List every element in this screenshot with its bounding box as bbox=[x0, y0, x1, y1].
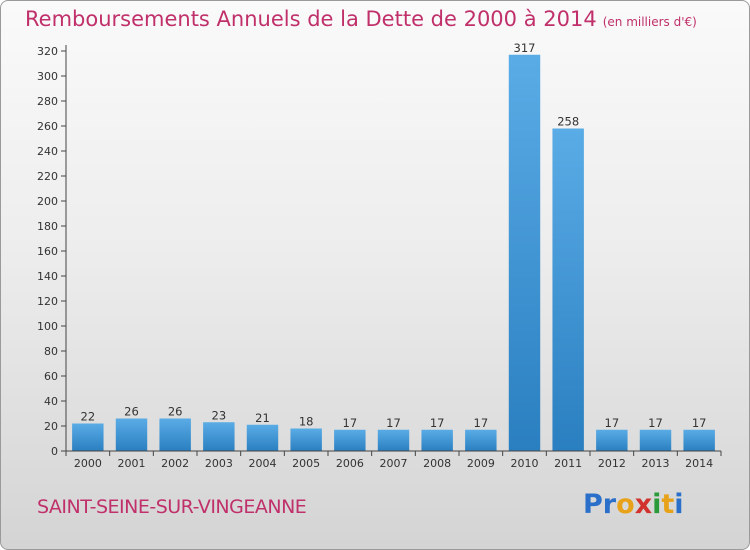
bar-value-label: 17 bbox=[386, 416, 401, 430]
logo-letter: o bbox=[616, 489, 635, 520]
bar bbox=[334, 429, 366, 451]
bar bbox=[552, 128, 584, 451]
bar bbox=[72, 423, 104, 451]
y-tick-label: 120 bbox=[37, 295, 58, 308]
bar bbox=[465, 429, 497, 451]
bar bbox=[639, 429, 672, 451]
x-tick-label: 2006 bbox=[336, 457, 364, 470]
x-tick-label: 2012 bbox=[598, 457, 626, 470]
bar-value-label: 17 bbox=[648, 416, 663, 430]
bar bbox=[115, 418, 148, 451]
bar-value-label: 26 bbox=[124, 405, 139, 419]
logo-letter: i bbox=[674, 489, 684, 520]
bar-value-label: 258 bbox=[557, 115, 579, 129]
x-tick-label: 2011 bbox=[554, 457, 582, 470]
bar bbox=[421, 429, 453, 451]
y-tick-label: 320 bbox=[37, 45, 58, 58]
y-tick-label: 300 bbox=[37, 70, 58, 83]
bar-value-label: 17 bbox=[605, 416, 620, 430]
y-tick-label: 220 bbox=[37, 170, 58, 183]
city-name: SAINT-SEINE-SUR-VINGEANNE bbox=[37, 496, 307, 518]
bar-value-label: 22 bbox=[81, 410, 96, 424]
bar bbox=[159, 418, 191, 451]
bar-value-label: 26 bbox=[168, 405, 183, 419]
bar-value-label: 21 bbox=[255, 411, 270, 425]
y-tick-label: 280 bbox=[37, 95, 58, 108]
bar-value-label: 23 bbox=[212, 408, 227, 422]
y-tick-label: 80 bbox=[44, 345, 58, 358]
proxiti-logo: Proxiti bbox=[583, 489, 684, 520]
bar bbox=[246, 424, 279, 451]
bar bbox=[683, 429, 715, 451]
x-tick-label: 2000 bbox=[74, 457, 102, 470]
x-tick-label: 2005 bbox=[292, 457, 320, 470]
x-tick-label: 2003 bbox=[205, 457, 233, 470]
logo-letter: i bbox=[652, 489, 662, 520]
y-tick-label: 20 bbox=[44, 420, 58, 433]
logo-letter: x bbox=[634, 489, 653, 520]
logo-letter: r bbox=[602, 489, 617, 520]
y-tick-label: 200 bbox=[37, 195, 58, 208]
y-tick-label: 140 bbox=[37, 270, 58, 283]
bar bbox=[508, 54, 541, 451]
logo-letter: t bbox=[661, 489, 675, 520]
x-tick-label: 2008 bbox=[423, 457, 451, 470]
y-tick-label: 60 bbox=[44, 370, 58, 383]
x-tick-label: 2009 bbox=[467, 457, 495, 470]
bar-value-label: 17 bbox=[343, 416, 358, 430]
bar-value-label: 18 bbox=[299, 415, 314, 429]
bar-value-label: 17 bbox=[430, 416, 445, 430]
bar-value-label: 317 bbox=[514, 41, 536, 55]
x-tick-label: 2007 bbox=[380, 457, 408, 470]
y-tick-label: 180 bbox=[37, 220, 58, 233]
bar bbox=[203, 422, 235, 451]
bar bbox=[290, 428, 322, 451]
x-tick-label: 2002 bbox=[161, 457, 189, 470]
bar bbox=[596, 429, 628, 451]
chart-title-text: Remboursements Annuels de la Dette de 20… bbox=[25, 7, 597, 31]
y-tick-label: 40 bbox=[44, 395, 58, 408]
y-tick-label: 100 bbox=[37, 320, 58, 333]
chart-title: Remboursements Annuels de la Dette de 20… bbox=[25, 7, 697, 31]
bar bbox=[377, 429, 410, 451]
unit-note: (en milliers d'€) bbox=[602, 15, 697, 29]
bar-value-label: 17 bbox=[474, 416, 489, 430]
y-tick-label: 260 bbox=[37, 120, 58, 133]
x-tick-label: 2004 bbox=[249, 457, 277, 470]
x-tick-label: 2001 bbox=[118, 457, 146, 470]
y-tick-label: 240 bbox=[37, 145, 58, 158]
x-tick-label: 2014 bbox=[685, 457, 713, 470]
bar-value-label: 17 bbox=[692, 416, 707, 430]
x-tick-label: 2013 bbox=[642, 457, 670, 470]
y-tick-label: 0 bbox=[51, 445, 58, 458]
x-tick-label: 2010 bbox=[511, 457, 539, 470]
y-tick-label: 160 bbox=[37, 245, 58, 258]
logo-letter: P bbox=[583, 489, 603, 520]
